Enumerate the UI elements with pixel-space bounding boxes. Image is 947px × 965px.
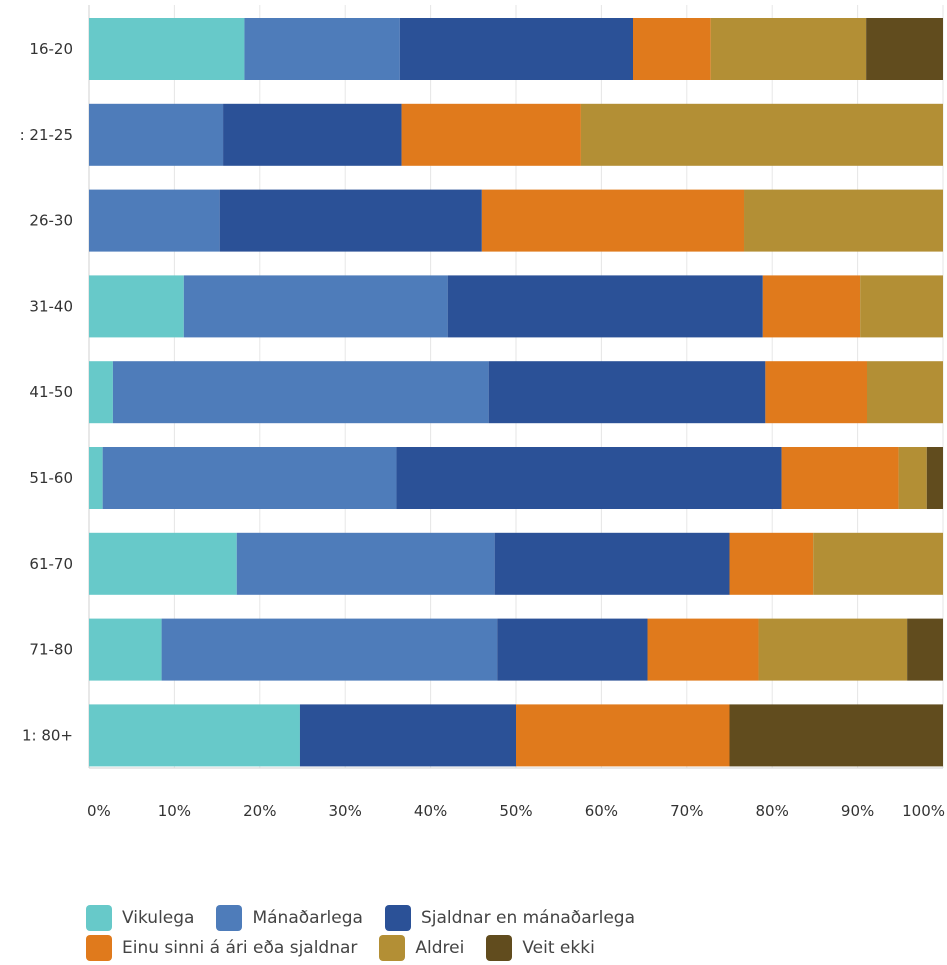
bar-segment: [219, 189, 482, 252]
legend-item: Einu sinni á ári eða sjaldnar: [86, 935, 357, 961]
legend-swatch: [86, 935, 112, 961]
x-tick-label: 80%: [756, 802, 789, 820]
legend-item: Mánaðarlega: [216, 905, 363, 931]
bar-segment: [89, 532, 237, 595]
bar-segment: [866, 18, 943, 80]
bar-segment: [236, 532, 495, 595]
bar-segment: [401, 103, 581, 166]
bar-segment: [926, 447, 943, 509]
bar-segment: [497, 618, 648, 681]
x-tick-label: 30%: [329, 802, 362, 820]
bar-segment: [161, 618, 498, 681]
bar-segment: [580, 103, 943, 166]
y-category-label: 51-60: [29, 469, 73, 487]
legend-label: Sjaldnar en mánaðarlega: [420, 908, 635, 928]
bar-segment: [102, 447, 397, 509]
bar-segment: [244, 18, 400, 80]
bar-segment: [781, 447, 899, 509]
bar-segment: [488, 361, 766, 424]
bar-segment: [481, 189, 745, 252]
bar-segment: [907, 618, 943, 681]
legend-swatch: [379, 935, 406, 961]
legend-label: Vikulega: [122, 908, 195, 928]
bar-segment: [898, 447, 927, 509]
bar-segment: [744, 189, 943, 252]
y-category-label: 41-50: [29, 383, 73, 401]
legend-label: Mánaðarlega: [252, 908, 363, 928]
bar-segment: [223, 103, 402, 166]
bar-segment: [762, 275, 861, 338]
x-tick-label: 70%: [670, 802, 703, 820]
legend-swatch: [216, 905, 243, 931]
y-category-label: 71-80: [29, 641, 73, 659]
legend-item: Veit ekki: [486, 935, 595, 961]
bar-segment: [494, 532, 730, 595]
bar-segment: [758, 618, 908, 681]
x-tick-label: 0%: [87, 802, 111, 820]
legend-item: Aldrei: [379, 935, 464, 961]
x-tick-label: 40%: [414, 802, 447, 820]
legend: Vikulega Mánaðarlega Sjaldnar en mánaðarle…: [86, 903, 826, 963]
bar-segment: [89, 103, 224, 166]
legend-item: Vikulega: [86, 905, 194, 931]
x-tick-label: 60%: [585, 802, 618, 820]
y-category-label: 31-40: [29, 297, 73, 315]
bar-segment: [89, 704, 300, 767]
y-category-label: 16-20: [29, 40, 73, 58]
legend-label: Veit ekki: [522, 938, 595, 958]
x-tick-label: 50%: [499, 802, 532, 820]
legend-swatch: [384, 905, 411, 931]
legend-label: Einu sinni á ári eða sjaldnar: [122, 938, 358, 958]
bar-segment: [447, 275, 763, 338]
bar-segment: [860, 275, 943, 338]
bar-segment: [632, 18, 711, 80]
legend-row: Einu sinni á ári eða sjaldnar Aldrei Veit …: [86, 933, 826, 963]
bar-segment: [516, 704, 730, 767]
y-category-label: 1: 80+: [22, 726, 73, 744]
bar-segment: [813, 532, 943, 595]
bar-segment: [729, 532, 814, 595]
stacked-bar-chart: 0% 10% 20% 30% 40% 50% 60% 70% 80% 90% 100% 16-20 : …: [20, 5, 945, 820]
y-category-label: 26-30: [29, 212, 73, 230]
bar-segment: [729, 704, 943, 767]
bar-segment: [89, 361, 113, 424]
legend-row: Vikulega Mánaðarlega Sjaldnar en mánaðarle…: [86, 903, 826, 933]
bar-segment: [89, 18, 245, 80]
bar-segment: [765, 361, 867, 424]
bar-segment: [396, 447, 782, 509]
bar-segment: [710, 18, 867, 80]
x-tick-label: 10%: [158, 802, 191, 820]
y-category-label: 61-70: [29, 555, 73, 573]
bar-segment: [112, 361, 489, 424]
y-category-label: : 21-25: [20, 126, 73, 144]
legend-item: Sjaldnar en mánaðarlega: [384, 905, 635, 931]
bar-segment: [866, 361, 943, 424]
x-tick-label: 100%: [902, 802, 945, 820]
bar-segment: [89, 275, 184, 338]
legend-swatch: [486, 935, 513, 961]
legend-swatch: [86, 905, 112, 931]
bar-segment: [89, 618, 162, 681]
bar-segment: [647, 618, 759, 681]
bar-segment: [89, 447, 103, 509]
bar-segment: [399, 18, 633, 80]
bar-segment: [89, 189, 220, 252]
bar-segment: [299, 704, 516, 767]
bar-segment: [183, 275, 448, 338]
x-tick-label: 20%: [243, 802, 276, 820]
legend-label: Aldrei: [415, 938, 465, 958]
x-tick-label: 90%: [841, 802, 874, 820]
